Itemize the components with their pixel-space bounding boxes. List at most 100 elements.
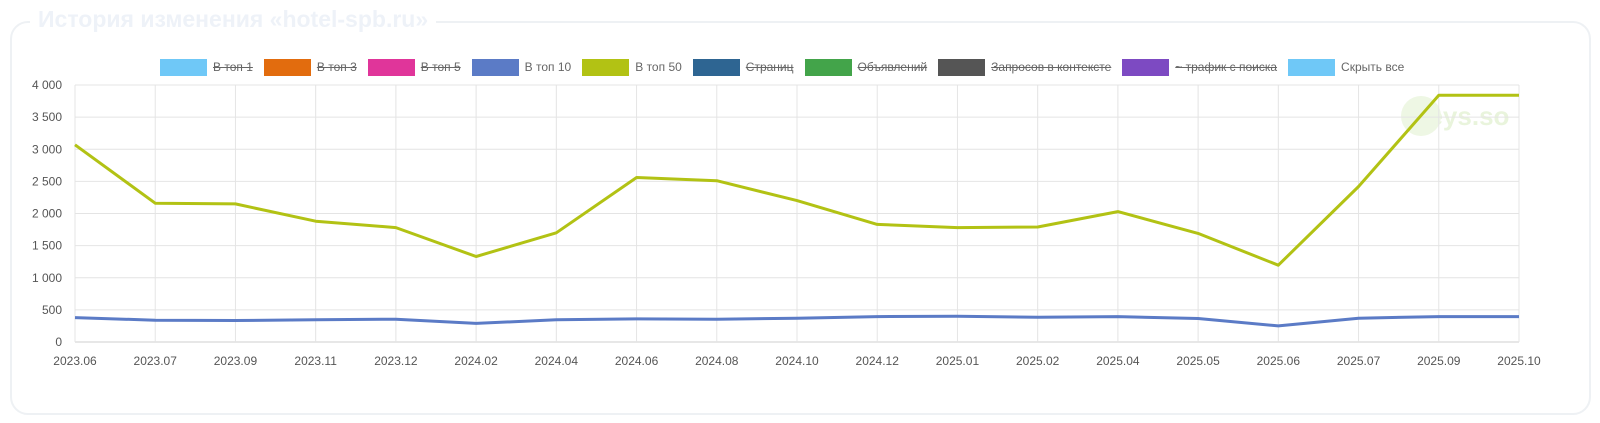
x-tick-label: 2025.10 [1497, 354, 1541, 368]
data-point[interactable] [153, 318, 157, 322]
data-point[interactable] [314, 219, 318, 223]
data-point[interactable] [1196, 231, 1200, 235]
legend-label: В топ 3 [316, 60, 357, 74]
chart-panel [10, 21, 1591, 415]
legend-item[interactable]: ~ трафик с поиска [1122, 58, 1278, 76]
legend-swatch [804, 58, 852, 76]
data-point[interactable] [1437, 93, 1441, 97]
data-point[interactable] [955, 226, 959, 230]
data-point[interactable] [233, 202, 237, 206]
legend-item[interactable]: В топ 10 [471, 58, 572, 76]
legend-swatch [582, 58, 630, 76]
data-point[interactable] [1116, 315, 1120, 319]
x-tick-label: 2025.04 [1096, 354, 1140, 368]
legend-item[interactable]: Страниц [692, 58, 794, 76]
data-point[interactable] [1036, 315, 1040, 319]
data-point[interactable] [1517, 315, 1521, 319]
legend-swatch [263, 58, 311, 76]
legend-item[interactable]: В топ 3 [263, 58, 357, 76]
data-point[interactable] [875, 315, 879, 319]
legend-item[interactable]: Скрыть все [1288, 58, 1405, 76]
data-point[interactable] [635, 176, 639, 180]
data-point[interactable] [314, 318, 318, 322]
data-point[interactable] [554, 318, 558, 322]
data-point[interactable] [1276, 324, 1280, 328]
x-tick-label: 2024.10 [775, 354, 819, 368]
legend-label: Объявлений [857, 60, 928, 74]
data-point[interactable] [955, 314, 959, 318]
data-point[interactable] [1357, 185, 1361, 189]
data-point[interactable] [1036, 225, 1040, 229]
legend-swatch [1122, 58, 1170, 76]
legend-item[interactable]: В топ 50 [582, 58, 682, 76]
y-tick-label: 1 000 [32, 271, 62, 285]
data-point[interactable] [715, 317, 719, 321]
data-point[interactable] [394, 317, 398, 321]
data-point[interactable] [474, 321, 478, 325]
data-point[interactable] [715, 179, 719, 183]
y-tick-label: 0 [55, 335, 62, 349]
legend-label: Страниц [745, 60, 794, 74]
data-point[interactable] [153, 201, 157, 205]
series-line-0[interactable] [74, 314, 1519, 328]
data-point[interactable] [394, 226, 398, 230]
y-tick-label: 1 500 [32, 239, 62, 253]
y-tick-label: 3 500 [32, 110, 62, 124]
x-tick-label: 2025.02 [1016, 354, 1060, 368]
x-tick-label: 2023.06 [53, 354, 97, 368]
legend-label: В топ 5 [420, 60, 461, 74]
data-point[interactable] [73, 143, 77, 147]
legend-label: В топ 10 [524, 60, 572, 74]
panel-title: История изменения «hotel-spb.ru» [30, 4, 437, 34]
data-point[interactable] [1517, 93, 1521, 97]
data-point[interactable] [474, 255, 478, 259]
legend-label: Скрыть все [1341, 60, 1405, 74]
x-tick-label: 2025.06 [1257, 354, 1301, 368]
legend-item[interactable]: Запросов в контексте [938, 58, 1111, 76]
data-point[interactable] [875, 222, 879, 226]
legend-swatch [692, 58, 740, 76]
legend-swatch [367, 58, 415, 76]
data-point[interactable] [1357, 316, 1361, 320]
data-point[interactable] [1116, 210, 1120, 214]
y-tick-label: 2 000 [32, 207, 62, 221]
legend-label: В топ 1 [213, 60, 253, 74]
data-point[interactable] [1437, 315, 1441, 319]
x-tick-label: 2025.05 [1176, 354, 1220, 368]
y-tick-label: 4 000 [32, 78, 62, 92]
x-tick-label: 2025.09 [1417, 354, 1461, 368]
legend-item[interactable]: В топ 1 [160, 58, 253, 76]
legend-item[interactable]: Объявлений [804, 58, 928, 76]
data-point[interactable] [233, 318, 237, 322]
x-tick-label: 2023.09 [214, 354, 258, 368]
legend-item[interactable]: В топ 5 [367, 58, 461, 76]
legend-label: ~ трафик с поиска [1175, 60, 1278, 74]
x-tick-label: 2023.07 [134, 354, 178, 368]
data-point[interactable] [635, 317, 639, 321]
y-tick-label: 500 [42, 303, 62, 317]
x-tick-label: 2025.07 [1337, 354, 1381, 368]
data-point[interactable] [795, 199, 799, 203]
y-tick-label: 2 500 [32, 174, 62, 188]
x-tick-label: 2024.08 [695, 354, 739, 368]
data-point[interactable] [73, 316, 77, 320]
x-tick-label: 2023.11 [294, 354, 337, 368]
series-line-1[interactable] [74, 93, 1519, 267]
x-tick-label: 2024.12 [856, 354, 900, 368]
legend-swatch [160, 58, 207, 76]
data-point[interactable] [554, 231, 558, 235]
x-tick-label: 2023.12 [374, 354, 418, 368]
data-point[interactable] [1276, 263, 1280, 267]
data-point[interactable] [795, 316, 799, 320]
legend-swatch [938, 58, 986, 76]
legend-swatch [1288, 58, 1336, 76]
legend-label: В топ 50 [635, 60, 682, 74]
x-tick-label: 2024.02 [454, 354, 498, 368]
x-tick-label: 2024.04 [535, 354, 579, 368]
y-tick-label: 3 000 [32, 142, 62, 156]
x-tick-label: 2024.06 [615, 354, 659, 368]
x-tick-label: 2025.01 [936, 354, 980, 368]
chart-legend: В топ 1 В топ 3 В топ 5 В топ 10 В топ 50 Стр… [160, 58, 1415, 76]
data-point[interactable] [1196, 317, 1200, 321]
